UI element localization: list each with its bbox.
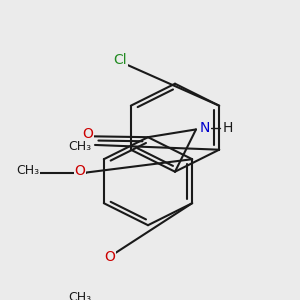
Text: CH₃: CH₃ (68, 140, 92, 153)
Text: CH₃: CH₃ (68, 291, 92, 300)
Text: CH₃: CH₃ (16, 164, 40, 177)
Text: O: O (75, 164, 86, 178)
Text: N: N (200, 121, 210, 135)
Text: O: O (105, 250, 116, 264)
Text: H: H (223, 121, 233, 135)
Text: Cl: Cl (113, 53, 127, 68)
Text: O: O (82, 127, 93, 141)
